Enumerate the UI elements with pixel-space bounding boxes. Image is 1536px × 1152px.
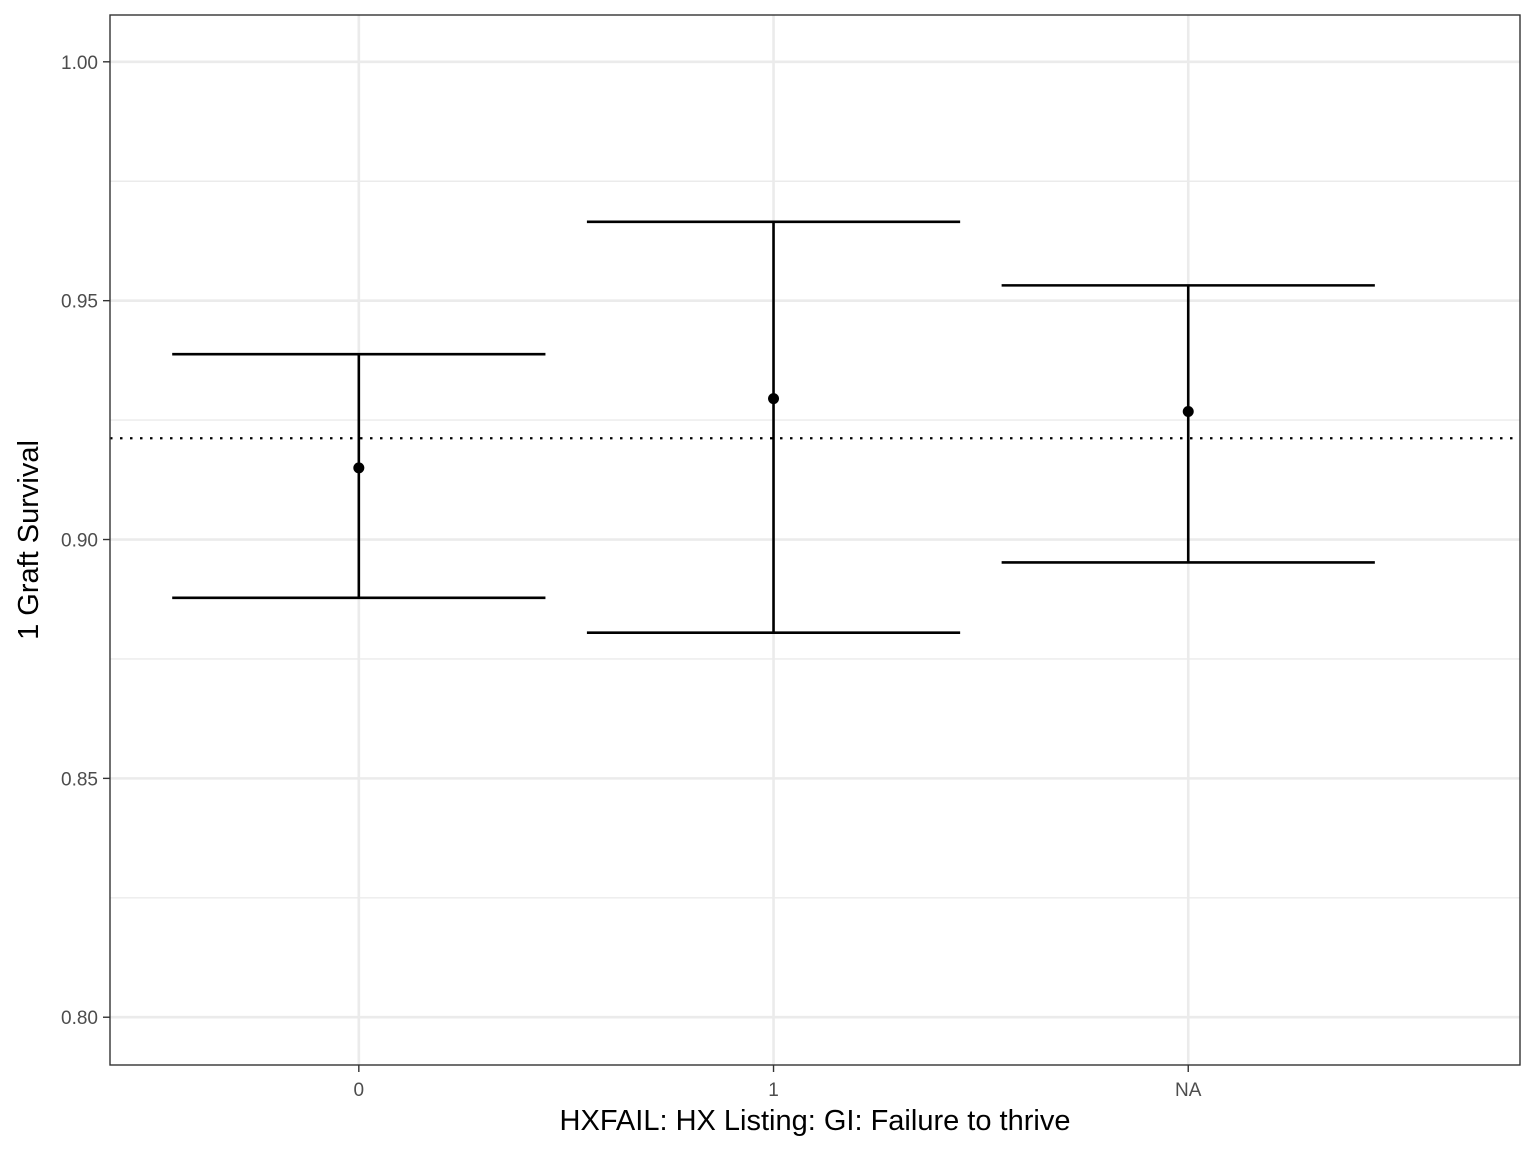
- y-tick-label: 0.80: [61, 1008, 98, 1029]
- x-tick-label: NA: [1175, 1080, 1202, 1101]
- grid-minor: [110, 180, 1520, 899]
- error-bar-group: [1001, 284, 1375, 564]
- y-axis: 0.80 0.85 0.90 0.95 1.00: [61, 53, 110, 1029]
- error-bars: [172, 220, 1375, 634]
- grid-major: [110, 15, 1520, 1065]
- y-tick-label: 1.00: [61, 53, 98, 74]
- error-bar-group: [586, 220, 961, 634]
- estimate-point: [1182, 405, 1194, 417]
- estimate-point: [353, 462, 365, 474]
- estimate-point: [768, 393, 780, 405]
- x-axis-title: HXFAIL: HX Listing: GI: Failure to thriv…: [560, 1105, 1071, 1137]
- y-tick-label: 0.95: [61, 292, 98, 313]
- x-tick-label: 1: [768, 1080, 779, 1101]
- y-axis-title: 1 Graft Survival: [13, 440, 45, 640]
- y-tick-label: 0.85: [61, 769, 98, 790]
- x-tick-label: 0: [354, 1080, 365, 1101]
- y-tick-label: 0.90: [61, 531, 98, 552]
- x-axis: 0 1 NA: [354, 1065, 1202, 1101]
- error-bar-group: [172, 352, 546, 600]
